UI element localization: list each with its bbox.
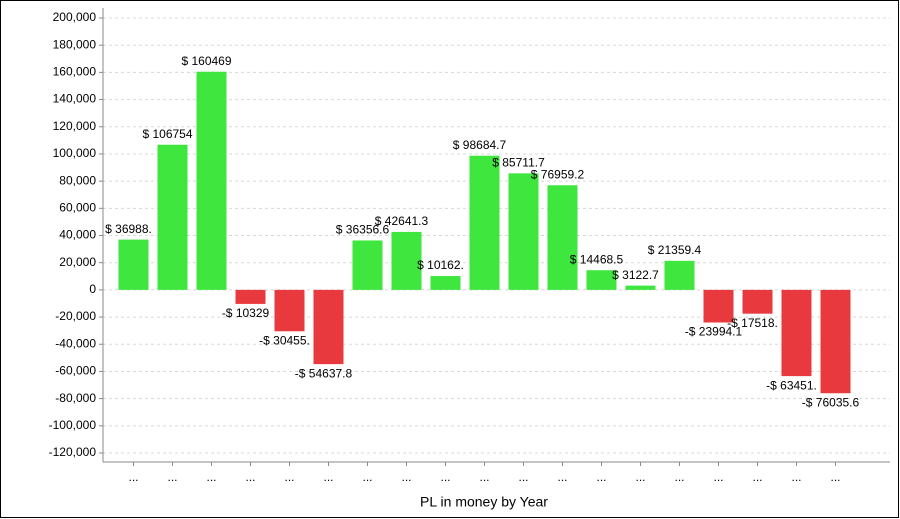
bar <box>703 289 734 323</box>
x-tick-label: ... <box>752 470 762 484</box>
y-tick-label: 40,000 <box>59 228 96 242</box>
bar <box>508 173 539 290</box>
x-axis-label: PL in money by Year <box>420 494 548 510</box>
x-tick-label: ... <box>791 470 801 484</box>
y-tick-label: 20,000 <box>59 255 96 269</box>
value-label: $ 10162. <box>417 258 464 272</box>
value-label: -$ 10329 <box>222 306 270 320</box>
value-label: $ 106754 <box>142 127 192 141</box>
bar <box>157 144 188 290</box>
bar <box>430 276 461 290</box>
bar <box>469 155 500 290</box>
value-label: $ 76959.2 <box>531 167 585 181</box>
bar <box>352 240 383 290</box>
value-label: -$ 76035.6 <box>802 395 860 409</box>
y-tick-label: -60,000 <box>55 364 96 378</box>
y-tick-label: 200,000 <box>53 10 97 24</box>
bar <box>625 285 656 290</box>
y-tick-label: 140,000 <box>53 92 97 106</box>
value-label: $ 36988. <box>105 222 152 236</box>
value-label: $ 14468.5 <box>570 252 624 266</box>
x-tick-label: ... <box>830 470 840 484</box>
y-tick-label: -120,000 <box>49 445 97 459</box>
x-tick-label: ... <box>128 470 138 484</box>
x-tick-label: ... <box>440 470 450 484</box>
y-tick-label: -20,000 <box>55 309 96 323</box>
value-label: $ 42641.3 <box>375 214 429 228</box>
x-tick-label: ... <box>479 470 489 484</box>
x-tick-label: ... <box>284 470 294 484</box>
y-tick-label: -40,000 <box>55 336 96 350</box>
bar <box>313 289 344 365</box>
x-tick-label: ... <box>401 470 411 484</box>
x-tick-label: ... <box>167 470 177 484</box>
x-tick-label: ... <box>674 470 684 484</box>
y-tick-label: 160,000 <box>53 65 97 79</box>
bar <box>820 289 851 394</box>
y-tick-label: 120,000 <box>53 119 97 133</box>
y-tick-label: 100,000 <box>53 146 97 160</box>
value-label: $ 160469 <box>181 54 231 68</box>
value-label: -$ 23994.1 <box>685 325 743 339</box>
bar <box>196 71 227 290</box>
bar <box>586 270 617 290</box>
bar <box>742 289 773 314</box>
bar <box>781 289 812 377</box>
value-label: -$ 63451. <box>766 378 817 392</box>
x-tick-label: ... <box>245 470 255 484</box>
value-label: -$ 17518. <box>727 316 778 330</box>
x-tick-label: ... <box>713 470 723 484</box>
y-tick-label: 0 <box>89 282 96 296</box>
x-tick-label: ... <box>323 470 333 484</box>
value-label: $ 36356.6 <box>336 223 390 237</box>
value-label: $ 98684.7 <box>453 138 507 152</box>
bar <box>391 231 422 290</box>
bar <box>274 289 305 332</box>
y-tick-label: 80,000 <box>59 173 96 187</box>
value-label: -$ 30455. <box>259 333 310 347</box>
bar <box>664 260 695 290</box>
x-tick-label: ... <box>635 470 645 484</box>
bar <box>118 239 149 290</box>
y-tick-label: -80,000 <box>55 391 96 405</box>
y-tick-label: 60,000 <box>59 200 96 214</box>
x-tick-label: ... <box>518 470 528 484</box>
x-tick-label: ... <box>362 470 372 484</box>
x-tick-label: ... <box>557 470 567 484</box>
value-label: $ 85711.7 <box>492 156 545 170</box>
x-tick-label: ... <box>596 470 606 484</box>
y-tick-label: 180,000 <box>53 37 97 51</box>
bar <box>235 289 266 304</box>
value-label: $ 3122.7 <box>612 268 659 282</box>
y-tick-label: -100,000 <box>49 418 97 432</box>
value-label: -$ 54637.8 <box>295 366 353 380</box>
value-label: $ 21359.4 <box>648 243 702 257</box>
x-tick-label: ... <box>206 470 216 484</box>
bar <box>547 185 578 290</box>
